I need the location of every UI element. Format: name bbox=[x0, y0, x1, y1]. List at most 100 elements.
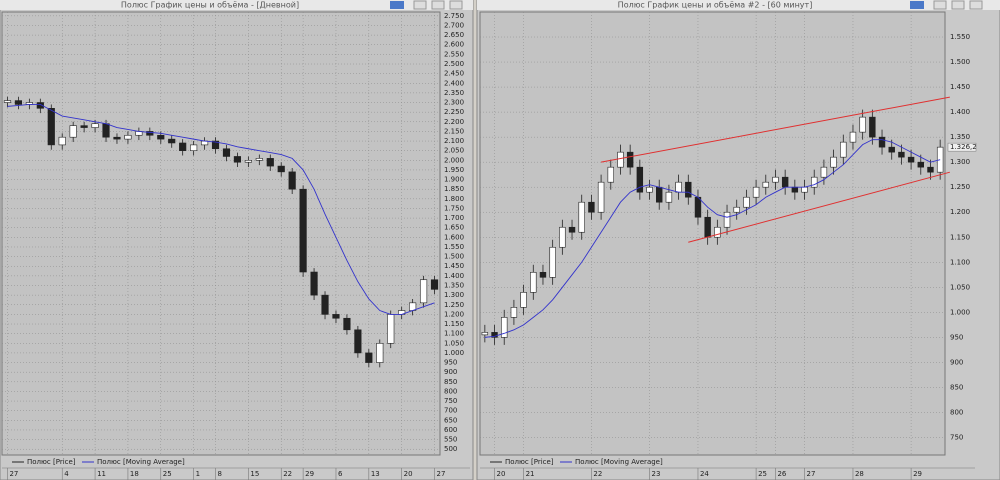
y-tick-label: 1.650 bbox=[444, 224, 464, 232]
candle-body bbox=[80, 125, 88, 128]
candle-body bbox=[617, 151, 624, 168]
candle-body bbox=[530, 271, 537, 293]
y-tick-label: 500 bbox=[444, 445, 457, 453]
title-bar bbox=[477, 0, 1000, 10]
y-tick-label: 2.550 bbox=[444, 50, 464, 58]
moving-average bbox=[7, 104, 435, 315]
y-tick-label: 1.400 bbox=[444, 272, 464, 280]
x-tick-label: 25 bbox=[758, 470, 767, 478]
x-tick-label: 1 bbox=[196, 470, 200, 478]
candle-body bbox=[781, 176, 789, 188]
x-tick-label: 6 bbox=[338, 470, 343, 478]
y-tick-label: 1.350 bbox=[950, 133, 970, 141]
y-tick-label: 2.450 bbox=[444, 70, 464, 78]
x-tick-label: 28 bbox=[855, 470, 864, 478]
candle-body bbox=[849, 131, 857, 143]
candle-body bbox=[299, 188, 307, 273]
y-tick-label: 2.300 bbox=[444, 99, 464, 107]
candle-body bbox=[646, 186, 653, 193]
y-tick-label: 1.450 bbox=[444, 262, 464, 270]
y-tick-label: 1.900 bbox=[444, 176, 464, 184]
x-tick-label: 27 bbox=[9, 470, 18, 478]
candle-body bbox=[310, 271, 318, 296]
candle-body bbox=[387, 314, 395, 344]
y-tick-label: 650 bbox=[444, 416, 457, 424]
trend-line bbox=[688, 171, 950, 243]
y-tick-label: 2.500 bbox=[444, 60, 464, 68]
candle-body bbox=[656, 186, 663, 203]
y-tick-label: 1.550 bbox=[950, 33, 970, 41]
minimize-button[interactable] bbox=[413, 0, 427, 10]
candle-body bbox=[168, 138, 176, 144]
pin-button[interactable] bbox=[910, 1, 924, 9]
candle-body bbox=[830, 156, 837, 168]
candle-body bbox=[376, 342, 384, 363]
plot-area bbox=[479, 11, 946, 456]
y-tick-label: 1.150 bbox=[950, 233, 970, 241]
y-tick-label: 1.050 bbox=[950, 283, 970, 291]
window-buttons bbox=[390, 0, 983, 10]
y-tick-label: 850 bbox=[950, 383, 963, 391]
candle-body bbox=[343, 317, 351, 331]
x-tick-label: 23 bbox=[652, 470, 661, 478]
y-tick-label: 1.250 bbox=[444, 301, 464, 309]
y-tick-label: 2.400 bbox=[444, 79, 464, 87]
trend-line bbox=[601, 96, 950, 163]
y-tick-label: 750 bbox=[950, 433, 963, 441]
x-tick-label: 22 bbox=[593, 470, 602, 478]
candle-body bbox=[255, 158, 263, 161]
minimize-button[interactable] bbox=[933, 0, 947, 10]
plot-area bbox=[1, 11, 441, 456]
candle-body bbox=[113, 136, 121, 140]
y-tick-label: 1.150 bbox=[444, 320, 464, 328]
candle-body bbox=[430, 279, 439, 290]
candle-body bbox=[91, 123, 99, 128]
y-tick-label: 1.600 bbox=[444, 233, 464, 241]
x-tick-label: 29 bbox=[913, 470, 922, 478]
title-bar bbox=[0, 0, 473, 10]
y-tick-label: 750 bbox=[444, 397, 457, 405]
candle-body bbox=[233, 156, 242, 163]
window-title: Полюс График цены и объёма - [Дневной] bbox=[121, 1, 299, 10]
candle-body bbox=[588, 201, 595, 213]
candle-body bbox=[481, 332, 489, 336]
y-tick-label: 850 bbox=[444, 378, 457, 386]
candle-body bbox=[694, 196, 702, 218]
candle-body bbox=[568, 226, 576, 233]
y-tick-label: 1.000 bbox=[950, 308, 970, 316]
candle-body bbox=[859, 116, 866, 133]
pin-button[interactable] bbox=[390, 1, 404, 9]
candle-body bbox=[146, 131, 154, 136]
candle-body bbox=[597, 181, 605, 213]
candle-body bbox=[124, 134, 132, 140]
y-tick-label: 2.000 bbox=[444, 156, 464, 164]
candle-body bbox=[820, 166, 828, 178]
candle-body bbox=[332, 314, 340, 319]
x-tick-label: 21 bbox=[526, 470, 535, 478]
y-tick-label: 1.300 bbox=[444, 291, 464, 299]
candle-body bbox=[927, 166, 934, 173]
candle-body bbox=[636, 166, 644, 193]
candle-body bbox=[14, 100, 23, 105]
candle-body bbox=[578, 201, 585, 233]
close-button[interactable] bbox=[969, 0, 983, 10]
close-button[interactable] bbox=[449, 0, 463, 10]
maximize-button[interactable] bbox=[431, 0, 445, 10]
x-tick-label: 26 bbox=[777, 470, 786, 478]
y-tick-label: 2.150 bbox=[444, 127, 464, 135]
x-tick-label: 29 bbox=[305, 470, 314, 478]
x-tick-label: 20 bbox=[404, 470, 413, 478]
last-price-label: 1.326,2 bbox=[950, 143, 977, 151]
candle-body bbox=[179, 142, 187, 151]
candle-body bbox=[321, 294, 329, 315]
candle-body bbox=[69, 125, 77, 138]
candle-body bbox=[491, 332, 498, 338]
maximize-button[interactable] bbox=[951, 0, 965, 10]
candle-body bbox=[190, 144, 198, 151]
y-tick-label: 1.950 bbox=[444, 166, 464, 174]
last-price-box bbox=[947, 142, 977, 152]
candle-body bbox=[869, 116, 876, 138]
y-tick-label: 1.250 bbox=[950, 183, 970, 191]
x-tick-label: 20 bbox=[497, 470, 506, 478]
